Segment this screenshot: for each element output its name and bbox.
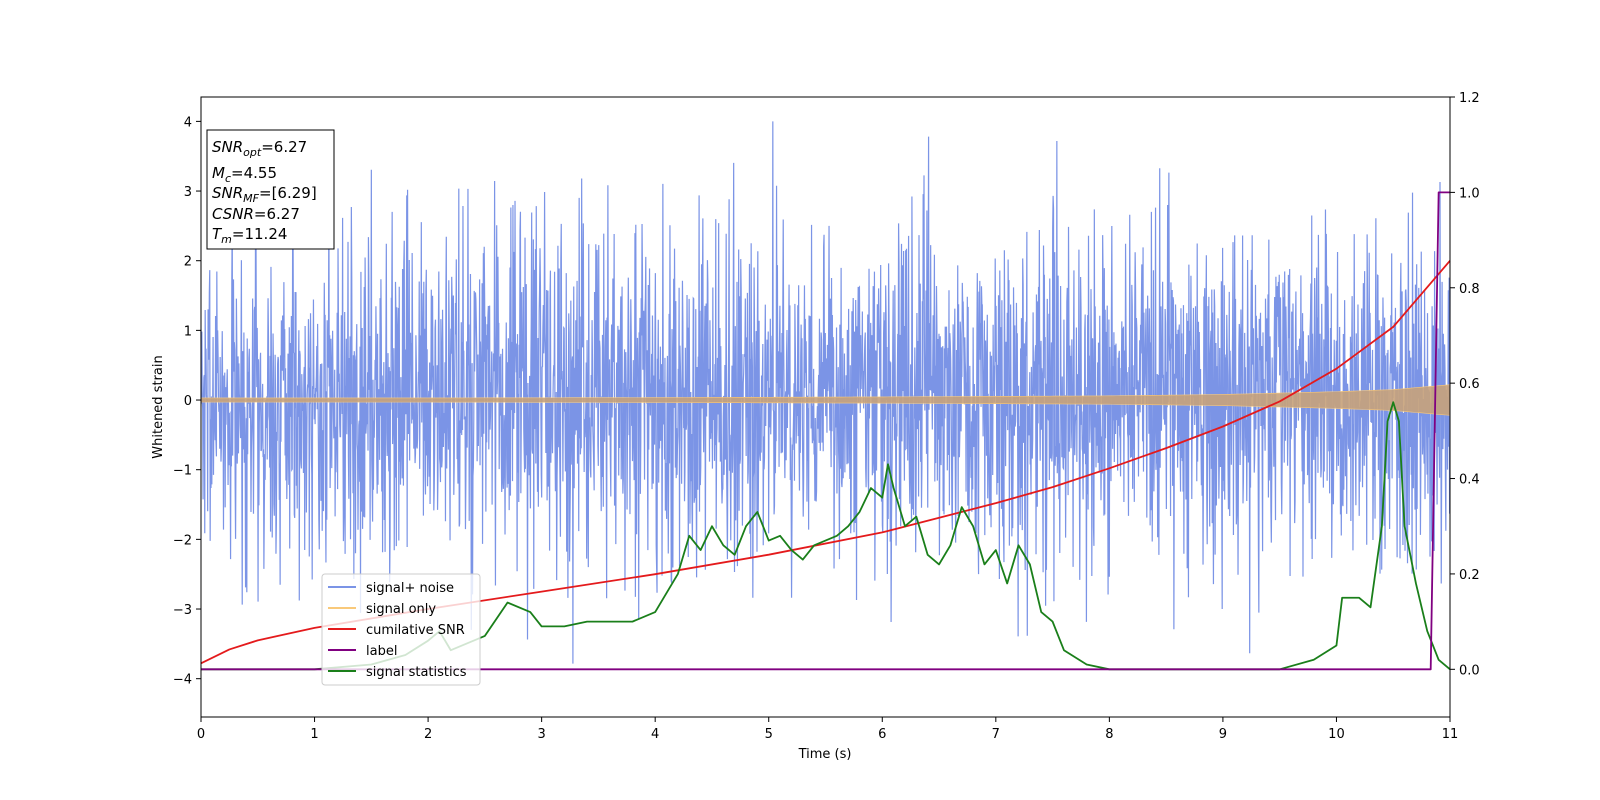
annotation-box: SNRopt=6.27 Mc=4.55 SNRMF=[6.29] CSNR=6.… <box>206 129 335 250</box>
annotation-line-snr-mf: SNRMF=[6.29] <box>212 184 317 205</box>
x-tick-label: 0 <box>197 727 205 742</box>
y-axis-left: 4 3 2 1 0 −1 −2 −3 −4 <box>173 115 201 688</box>
y-left-tick-label: −3 <box>173 603 192 618</box>
y-right-tick-label: 0.6 <box>1459 377 1480 392</box>
y-left-tick-label: 1 <box>184 324 192 339</box>
legend-label-signal-statistics: signal statistics <box>366 665 467 680</box>
x-tick-label: 9 <box>1219 727 1227 742</box>
legend-label-signal-noise: signal+ noise <box>366 581 454 596</box>
legend-label-signal-only: signal only <box>366 602 436 617</box>
y-left-tick-label: −1 <box>173 464 192 479</box>
y-right-tick-label: 1.0 <box>1459 186 1480 201</box>
plot-frame <box>200 96 1451 718</box>
annotation-line-tm: Tm=11.24 <box>212 225 287 246</box>
legend: signal+ noise signal only cumilative SNR… <box>321 573 481 686</box>
x-tick-label: 4 <box>651 727 659 742</box>
x-tick-label: 6 <box>878 727 886 742</box>
y-left-tick-label: 4 <box>184 115 192 130</box>
series-layer <box>200 121 1451 671</box>
x-axis: 0 1 2 3 4 5 6 7 8 9 10 11 <box>197 717 1458 742</box>
y-right-tick-label: 0.0 <box>1459 663 1480 678</box>
series-signal-noise <box>200 121 1451 664</box>
x-tick-label: 3 <box>537 727 545 742</box>
y-left-tick-label: −4 <box>173 673 192 688</box>
legend-label-label: label <box>366 644 397 659</box>
x-axis-label: Time (s) <box>798 747 852 762</box>
x-tick-label: 5 <box>765 727 773 742</box>
y-right-tick-label: 1.2 <box>1459 91 1480 106</box>
series-label <box>201 191 1450 671</box>
y-left-tick-label: −2 <box>173 533 192 548</box>
series-signal-statistics <box>201 401 1451 671</box>
series-cumulative-snr <box>200 260 1451 665</box>
annotation-line-snr-opt: SNRopt=6.27 <box>212 138 307 159</box>
annotation-line-mc: Mc=4.55 <box>212 164 277 185</box>
y-left-tick-label: 2 <box>184 255 192 270</box>
y-axis-right: 1.2 1.0 0.8 0.6 0.4 0.2 0.0 <box>1450 91 1480 678</box>
y-left-tick-label: 3 <box>184 185 192 200</box>
y-axis-label: Whitened strain <box>151 355 166 458</box>
y-right-tick-label: 0.8 <box>1459 282 1480 297</box>
annotation-line-csnr: CSNR=6.27 <box>212 205 300 223</box>
y-right-tick-label: 0.4 <box>1459 473 1480 488</box>
x-tick-label: 2 <box>424 727 432 742</box>
x-tick-label: 7 <box>992 727 1000 742</box>
x-tick-label: 1 <box>310 727 318 742</box>
x-tick-label: 11 <box>1442 727 1459 742</box>
legend-label-cumulative-snr: cumilative SNR <box>366 623 465 638</box>
x-tick-label: 8 <box>1105 727 1113 742</box>
x-tick-label: 10 <box>1328 727 1345 742</box>
y-right-tick-label: 0.2 <box>1459 568 1480 583</box>
y-left-tick-label: 0 <box>184 394 192 409</box>
